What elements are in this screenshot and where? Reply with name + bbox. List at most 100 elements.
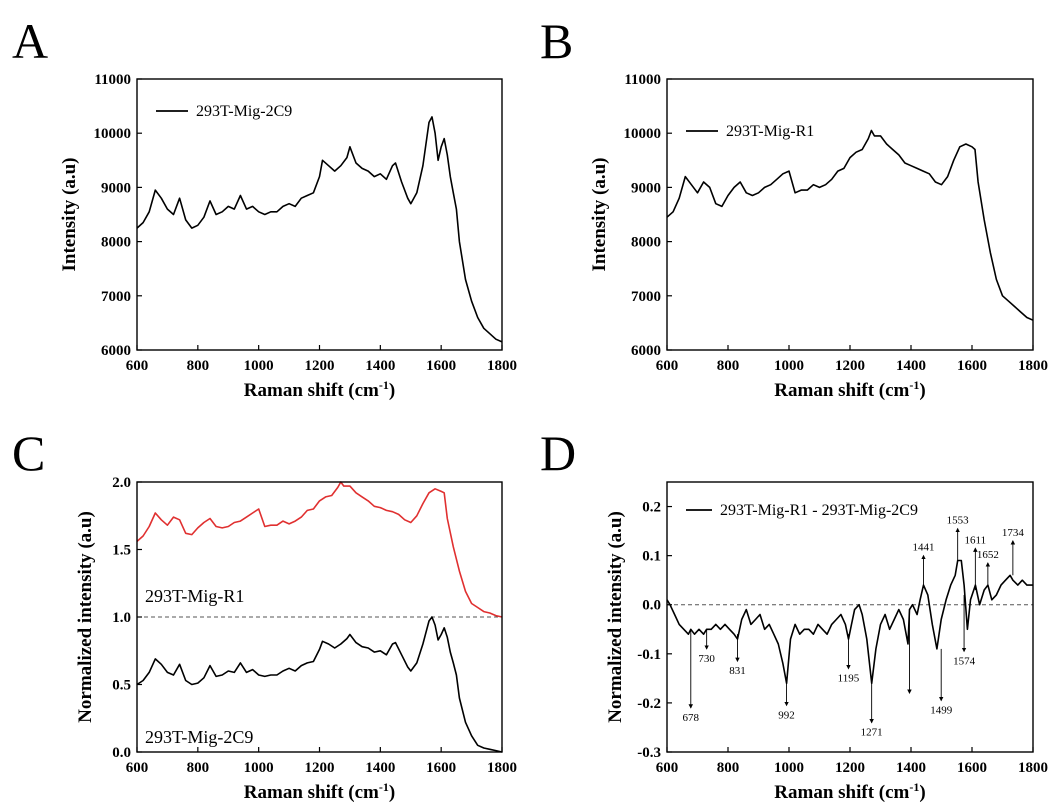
x-axis-label-close: ) [919, 782, 925, 802]
x-tick-label: 1000 [774, 760, 804, 776]
y-tick-label: 9000 [101, 180, 131, 196]
y-tick-label: -0.1 [637, 647, 661, 663]
panel-d: D 600 800 1000 1200 1400 1600 1800 -0.3 -0.2 -0.1 0… [540, 425, 1048, 802]
peak-label: 1611 [965, 534, 987, 546]
x-axis-label-close: ) [919, 380, 925, 401]
legend-label: 293T-Mig-2C9 [196, 103, 292, 120]
legend: 293T-Mig-2C9 [156, 103, 292, 120]
x-tick-label: 600 [126, 358, 149, 374]
y-tick-label: 7000 [101, 289, 131, 305]
peak-label: 1271 [861, 727, 883, 739]
x-tick-label: 800 [717, 358, 740, 374]
y-tick-label: 6000 [631, 343, 661, 359]
peak-label: 992 [778, 709, 795, 721]
legend-label: 293T-Mig-R1 [726, 123, 814, 140]
x-axis-unit-superscript: -1 [379, 780, 389, 794]
peak-label: 1441 [913, 542, 935, 554]
x-tick-label: 1600 [957, 358, 987, 374]
x-tick-label: 1400 [896, 760, 926, 776]
x-axis-label-text: Raman shift (cm [244, 380, 379, 401]
panel-letter: B [540, 13, 573, 69]
panel-letter: A [12, 13, 48, 69]
y-tick-label: 0.5 [112, 678, 131, 694]
x-axis-label-close: ) [389, 782, 395, 802]
x-tick-label: 600 [656, 760, 679, 776]
series-line-1 [136, 616, 503, 753]
x-tick-label: 800 [187, 358, 210, 374]
x-axis-unit-superscript: -1 [379, 378, 389, 392]
y-tick-label: 1.5 [112, 543, 131, 559]
y-axis-label: Normalized intensity (a.u) [605, 511, 626, 723]
panel-letter: D [540, 425, 576, 481]
peak-label: 730 [698, 653, 715, 665]
x-tick-label: 600 [656, 358, 679, 374]
y-tick-label: 0.1 [642, 549, 661, 565]
plot-frame [666, 78, 1034, 351]
x-tick-label: 1400 [365, 358, 395, 374]
x-tick-label: 1600 [957, 760, 987, 776]
x-tick-label: 1000 [244, 358, 274, 374]
y-tick-label: -0.3 [637, 745, 661, 761]
y-tick-label: 8000 [631, 235, 661, 251]
legend: 293T-Mig-R1 [686, 123, 814, 140]
x-tick-label: 1600 [426, 358, 456, 374]
peak-label: 1652 [977, 549, 999, 561]
x-tick-label: 1800 [1018, 760, 1048, 776]
x-tick-label: 1800 [487, 760, 517, 776]
y-tick-label: 1.0 [112, 610, 131, 626]
peak-label: 1734 [1002, 527, 1025, 539]
x-axis-label: Raman shift (cm-1) [774, 378, 925, 401]
x-tick-label: 800 [187, 760, 210, 776]
y-tick-label: 8000 [101, 235, 131, 251]
series-line-0 [136, 116, 503, 343]
peak-label: 1499 [930, 704, 953, 716]
x-tick-label: 600 [126, 760, 149, 776]
series-label: 293T-Mig-2C9 [145, 727, 253, 747]
plot-frame [136, 78, 503, 351]
x-tick-label: 800 [717, 760, 740, 776]
x-axis-label-text: Raman shift (cm [774, 782, 909, 802]
x-axis-label-text: Raman shift (cm [244, 782, 379, 802]
y-axis-label: Intensity (a.u) [59, 157, 80, 271]
peak-label: 1574 [953, 655, 976, 667]
x-tick-label: 1800 [487, 358, 517, 374]
x-axis-label: Raman shift (cm-1) [774, 780, 925, 802]
x-tick-label: 1200 [835, 358, 865, 374]
x-tick-label: 1400 [365, 760, 395, 776]
plot-frame [666, 481, 1034, 753]
panel-letter: C [12, 425, 45, 481]
y-tick-label: 10000 [624, 126, 662, 142]
x-tick-label: 1600 [426, 760, 456, 776]
x-tick-label: 1000 [774, 358, 804, 374]
series-label: 293T-Mig-R1 [145, 586, 244, 606]
panel-b: B 600 800 1000 1200 1400 1600 1800 6000 7000 8000 9… [540, 13, 1048, 401]
x-axis-unit-superscript: -1 [909, 378, 919, 392]
peak-label: 1553 [947, 515, 970, 527]
x-tick-label: 1200 [305, 358, 335, 374]
series-line-0 [666, 559, 1033, 685]
x-axis-label-close: ) [389, 380, 395, 401]
x-tick-label: 1400 [896, 358, 926, 374]
legend-label: 293T-Mig-R1 - 293T-Mig-2C9 [720, 502, 918, 519]
y-tick-label: 0.0 [642, 598, 661, 614]
y-tick-label: 0.0 [112, 745, 131, 761]
y-tick-label: 2.0 [112, 475, 131, 491]
y-tick-label: 0.2 [642, 500, 661, 516]
peak-label: 1195 [838, 673, 860, 685]
y-axis-label: Intensity (a.u) [589, 157, 610, 271]
y-tick-label: 11000 [624, 72, 661, 88]
y-tick-label: 6000 [101, 343, 131, 359]
y-tick-label: 10000 [94, 126, 132, 142]
legend: 293T-Mig-R1 - 293T-Mig-2C9 [686, 502, 918, 519]
y-tick-label: 9000 [631, 180, 661, 196]
x-axis-label: Raman shift (cm-1) [244, 378, 395, 401]
y-tick-label: 11000 [94, 72, 131, 88]
panel-c: C 600 800 1000 1200 1400 1600 1800 0.0 0.5 1.0 1.5 2… [12, 425, 517, 802]
peak-label: 678 [683, 712, 700, 724]
peak-label: 831 [729, 665, 746, 677]
y-axis-label: Normalized intensity (a.u) [75, 511, 96, 723]
y-tick-label: -0.2 [637, 696, 661, 712]
x-tick-label: 1200 [835, 760, 865, 776]
y-tick-label: 7000 [631, 289, 661, 305]
